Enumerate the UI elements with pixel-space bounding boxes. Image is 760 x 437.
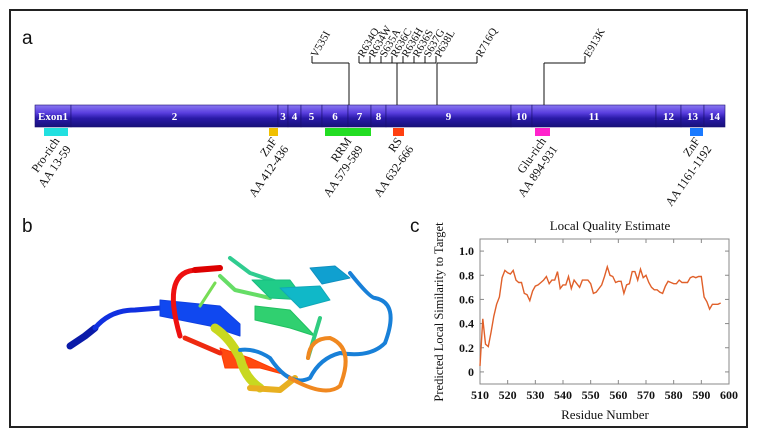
domain-marker (325, 128, 371, 136)
figure-frame (9, 9, 748, 428)
x-tick-label: 570 (637, 388, 655, 402)
exon-label: 14 (709, 111, 721, 123)
y-tick-label: 0.8 (459, 268, 474, 282)
panel-label-a: a (22, 28, 33, 49)
domain-marker (690, 128, 703, 136)
exon-label: 2 (172, 111, 178, 123)
x-tick-label: 520 (499, 388, 517, 402)
mutation-annotations: V535I R634QR634WS635AR636CR636HR636SS637G… (309, 23, 608, 105)
y-tick-label: 0.2 (459, 341, 474, 355)
x-tick-label: 560 (609, 388, 627, 402)
panel-label-c: c (410, 216, 420, 237)
y-tick-label: 0.6 (459, 292, 474, 306)
domain-marker (269, 128, 278, 136)
y-axis-ticks: 0 0.2 0.4 0.6 0.8 1.0 (459, 244, 729, 379)
chart-title: Local Quality Estimate (550, 218, 671, 233)
svg-text:R716Q: R716Q (474, 26, 500, 60)
plot-area (479, 238, 730, 385)
exon-label: 7 (357, 111, 363, 123)
helix-n-terminal (66, 324, 99, 350)
svg-text:E913K: E913K (582, 26, 608, 59)
mutation-label: E913K (582, 26, 608, 59)
domain-marker (44, 128, 68, 136)
x-tick-label: 550 (582, 388, 600, 402)
exon-segment (703, 104, 726, 128)
domain-marker (535, 128, 550, 136)
exon-label: 13 (687, 111, 699, 123)
x-axis-ticks: 510 520 530 540 550 560 570 580 590 600 (471, 239, 738, 402)
protein-structure-image (66, 256, 393, 393)
exon-bar: Exon1 2 3 4 5 6 7 8 9 10 11 12 13 14 (34, 104, 726, 128)
exon-label: Exon1 (38, 111, 68, 123)
svg-text:RS: RS (385, 135, 405, 155)
x-tick-label: 530 (526, 388, 544, 402)
exon-label: 4 (292, 111, 298, 123)
exon-label: 3 (280, 111, 286, 123)
x-tick-label: 540 (554, 388, 572, 402)
exon-label: 5 (309, 111, 315, 123)
x-tick-label: 600 (720, 388, 738, 402)
panel-label-b: b (22, 216, 33, 237)
local-quality-chart: Local Quality Estimate 00.20.40.60.81.0 … (432, 218, 738, 422)
y-tick-label: 0.4 (459, 317, 474, 331)
exon-label: 9 (446, 111, 452, 123)
y-tick-label: 0 (468, 365, 474, 379)
mutation-label: R716Q (474, 26, 500, 60)
exon-label: 12 (663, 111, 675, 123)
exon-label: 6 (332, 111, 338, 123)
exon-label: 10 (516, 111, 528, 123)
y-tick-label: 1.0 (459, 244, 474, 258)
y-axis-label: Predicted Local Similarity to Target (432, 222, 446, 402)
exon-label: 11 (589, 111, 599, 123)
x-axis-label: Residue Number (561, 407, 649, 422)
svg-text:V535I: V535I (309, 29, 334, 60)
quality-line (479, 264, 721, 366)
x-tick-label: 510 (471, 388, 489, 402)
x-tick-label: 580 (665, 388, 683, 402)
mutation-label: V535I (309, 29, 334, 60)
x-tick-label: 590 (692, 388, 710, 402)
domain-marker (393, 128, 404, 136)
exon-label: 8 (376, 111, 382, 123)
